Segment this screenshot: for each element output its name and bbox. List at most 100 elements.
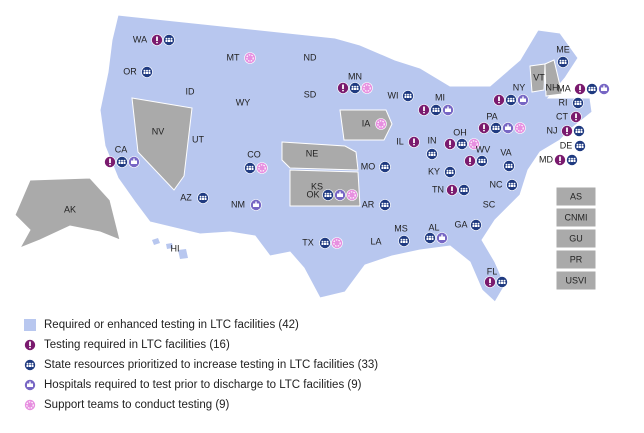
icon-glyph [520,98,526,102]
icon-glyph [449,169,451,172]
icon-testing [444,138,456,150]
territory-label: AS [570,191,582,201]
icon-glyph [384,202,386,205]
legend-label: Support teams to conduct testing (9) [44,399,230,411]
icon-glyph [581,143,584,146]
state-label: GA [454,219,467,229]
icon-glyph [513,185,516,187]
icon-glyph [437,107,440,110]
icon-glyph [386,164,389,167]
icon-support [256,162,268,174]
icon-glyph [516,124,524,132]
icon-glyph [433,154,436,156]
icon-glyph [407,96,409,98]
icon-glyph [593,86,596,89]
icon-resources [566,154,578,166]
icon-glyph [431,151,433,154]
icon-glyph [510,100,512,102]
icon-glyph [571,160,573,162]
legend: Required or enhanced testing in LTC faci… [24,319,378,411]
icon-testing [104,156,116,168]
icon-bg [24,399,36,411]
icon-glyph [579,143,581,146]
icon-glyph [451,169,454,172]
state-label: UT [192,134,204,144]
territory-box [555,207,597,228]
icon-glyph [249,165,251,168]
icon-support [375,118,387,130]
icon-glyph [469,162,471,165]
state-label: OK [306,189,319,199]
icon-bg [468,138,480,150]
icon-glyph [26,401,34,409]
territory-box [555,228,597,249]
icon-testing [337,82,349,94]
icon-glyph [465,187,468,190]
icon-glyph [428,151,431,154]
icon-glyph [498,101,500,104]
icon-testing [493,94,505,106]
icon-glyph [578,128,580,131]
icon-glyph [409,93,412,96]
icon-hospitals [24,379,36,391]
icon-bg [361,82,373,94]
icon-testing [151,34,163,46]
icon-glyph [439,236,445,240]
icon-glyph [463,190,465,192]
state-label: ID [186,86,196,96]
icon-resources [574,140,586,152]
icon-bg [244,52,256,64]
icon-resources [244,162,256,174]
icon-glyph [251,165,254,168]
icon-glyph [458,141,461,144]
icon-glyph [510,97,512,100]
icon-bg [514,122,526,134]
icon-glyph [512,100,515,102]
state-label: CO [247,149,261,159]
territory-box [555,270,597,291]
icon-glyph [324,192,327,195]
icon-glyph [573,157,576,160]
icon-glyph [449,140,451,145]
icon-glyph [351,85,354,88]
icon-testing [561,125,573,137]
icon-glyph [426,238,429,240]
state-label: MD [539,154,553,164]
icon-glyph [510,166,513,168]
state-label: VA [500,147,511,157]
icon-glyph [384,167,386,169]
icon-resources [506,179,518,191]
icon-glyph [29,346,31,349]
icon-hospitals [128,156,140,168]
state-label: NC [490,179,503,189]
icon-glyph [483,129,485,132]
icon-glyph [574,103,577,105]
icon-glyph [29,381,31,384]
icon-glyph [508,166,510,168]
state-label: NE [306,148,319,158]
icon-glyph [575,118,577,121]
unshaded-states [14,59,563,249]
icon-glyph [324,243,326,245]
icon-glyph [575,128,578,131]
icon-glyph [576,146,579,148]
hawaii [178,249,188,259]
icon-glyph [386,202,389,205]
icon-glyph [118,159,121,162]
icon-glyph [458,144,461,146]
icon-glyph [559,156,561,161]
icon-testing [24,339,36,351]
icon-glyph [255,201,257,204]
icon-glyph [429,238,431,240]
state-label: NY [513,82,526,92]
icon-glyph [445,108,451,112]
icon-glyph [511,182,513,185]
icon-glyph [170,37,173,40]
icon-glyph [483,161,486,163]
icon-resources [379,199,391,211]
icon-glyph [508,185,511,187]
icon-resources [398,235,410,247]
icon-glyph [384,164,386,167]
icon-glyph [384,205,386,207]
